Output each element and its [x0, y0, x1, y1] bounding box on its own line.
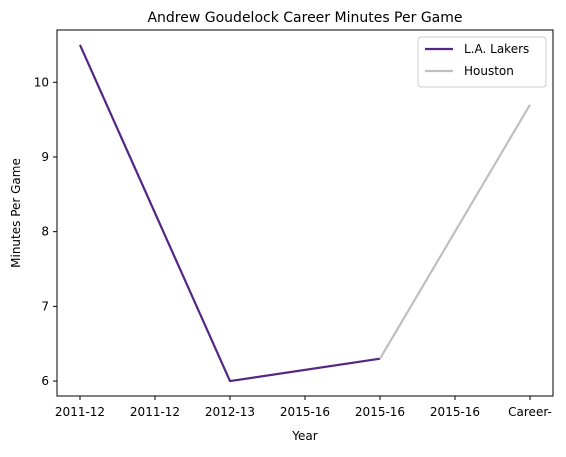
x-tick-label: 2015-16 — [430, 405, 480, 419]
y-tick-label: 9 — [41, 150, 49, 164]
y-axis-label: Minutes Per Game — [9, 158, 23, 268]
y-tick-label: 7 — [41, 299, 49, 313]
y-tick-label: 8 — [41, 225, 49, 239]
series-line-houston — [379, 104, 531, 360]
x-tick-label: 2011-12 — [55, 405, 105, 419]
y-tick-label: 10 — [34, 75, 49, 89]
legend: L.A. Lakers Houston — [417, 36, 547, 88]
legend-items: L.A. Lakers Houston — [425, 42, 529, 78]
y-axis: 6 7 8 9 10 — [34, 75, 57, 388]
x-axis-label: Year — [291, 429, 317, 443]
series-line-l-a-lakers — [78, 44, 381, 383]
legend-label-houston: Houston — [464, 64, 514, 78]
x-tick-label: 2015-16 — [355, 405, 405, 419]
x-tick-label: 2015-16 — [280, 405, 330, 419]
x-axis: 2011-12 2011-12 2012-13 2015-16 2015-16 2015-… — [55, 396, 552, 419]
x-tick-label: 2011-12 — [130, 405, 180, 419]
y-tick-label: 6 — [41, 374, 49, 388]
chart-title: Andrew Goudelock Career Minutes Per Game — [147, 10, 462, 26]
x-tick-label: 2012-13 — [205, 405, 255, 419]
legend-label-l-a-lakers: L.A. Lakers — [464, 42, 529, 56]
x-tick-label: Career- — [508, 405, 552, 419]
series-layer — [78, 44, 531, 383]
